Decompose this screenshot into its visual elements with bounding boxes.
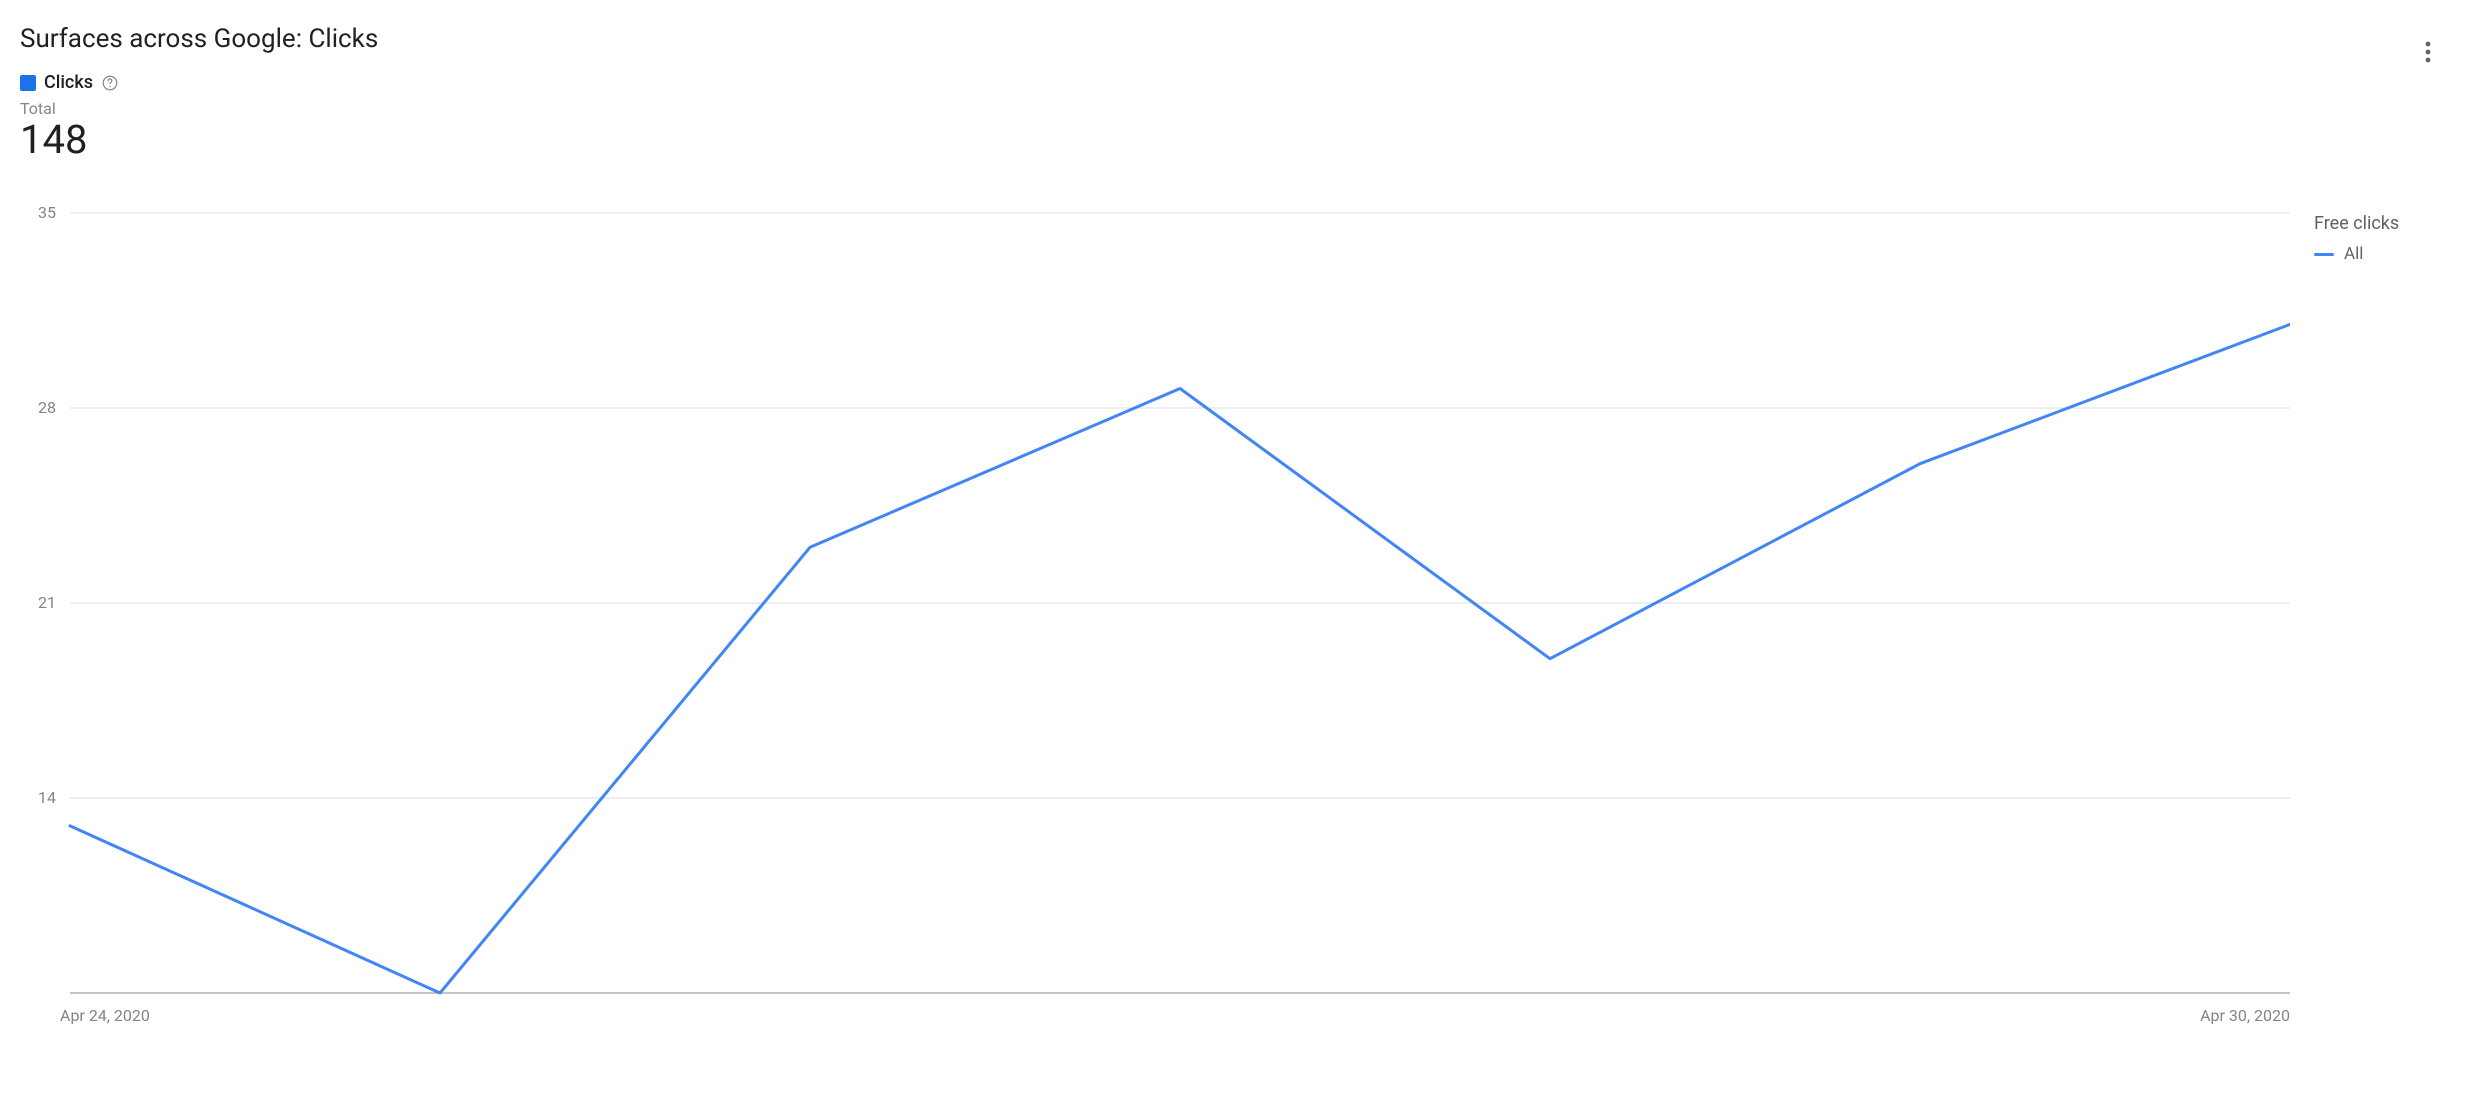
- legend-title: Free clicks: [2314, 213, 2434, 234]
- legend-item-label: All: [2344, 244, 2363, 264]
- y-tick-label: 21: [38, 593, 56, 612]
- line-chart: 35 28 21 14 Apr 24, 2020 Apr 30, 2020: [20, 203, 2290, 1063]
- chart-wrap: 35 28 21 14 Apr 24, 2020 Apr 30, 2020 Free cl…: [20, 203, 2442, 1067]
- total-value: 148: [20, 116, 2442, 163]
- series-line: [70, 324, 2290, 993]
- metric-header: Clicks: [20, 72, 2442, 93]
- chart-card: Surfaces across Google: Clicks Clicks To…: [0, 0, 2472, 1097]
- x-tick-label-start: Apr 24, 2020: [60, 1006, 150, 1025]
- y-tick-label: 28: [38, 398, 56, 417]
- metric-label: Clicks: [44, 72, 93, 93]
- legend-dash-icon: [2314, 253, 2334, 256]
- y-tick-label: 14: [38, 788, 56, 807]
- y-tick-label: 35: [38, 203, 56, 222]
- more-options-button[interactable]: [2412, 36, 2444, 68]
- help-icon[interactable]: [101, 74, 119, 92]
- x-tick-label-end: Apr 30, 2020: [2200, 1006, 2290, 1025]
- kebab-icon: [2425, 41, 2431, 63]
- legend-item[interactable]: All: [2314, 244, 2434, 264]
- legend: Free clicks All: [2314, 203, 2434, 264]
- card-title: Surfaces across Google: Clicks: [20, 24, 2442, 54]
- chart-area: 35 28 21 14 Apr 24, 2020 Apr 30, 2020: [20, 203, 2290, 1067]
- metric-swatch: [20, 75, 36, 91]
